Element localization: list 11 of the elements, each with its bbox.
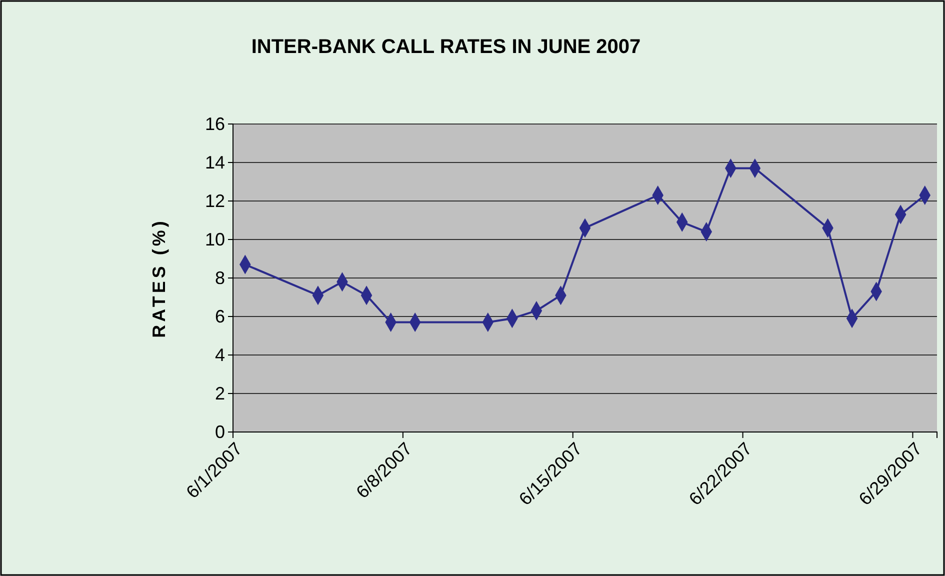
y-tick-label: 14 [204,152,225,172]
y-tick-label: 12 [204,190,225,211]
chart-title: INTER-BANK CALL RATES IN JUNE 2007 [251,36,641,58]
y-tick-label: 16 [204,114,225,134]
y-tick-label: 4 [214,344,225,365]
y-axis-title: RATES (%) [149,218,169,338]
y-tick-label: 0 [214,422,225,442]
y-tick-label: 10 [204,229,225,250]
y-tick-label: 8 [214,268,225,288]
y-tick-label: 2 [214,383,225,404]
y-tick-label: 6 [214,306,225,326]
